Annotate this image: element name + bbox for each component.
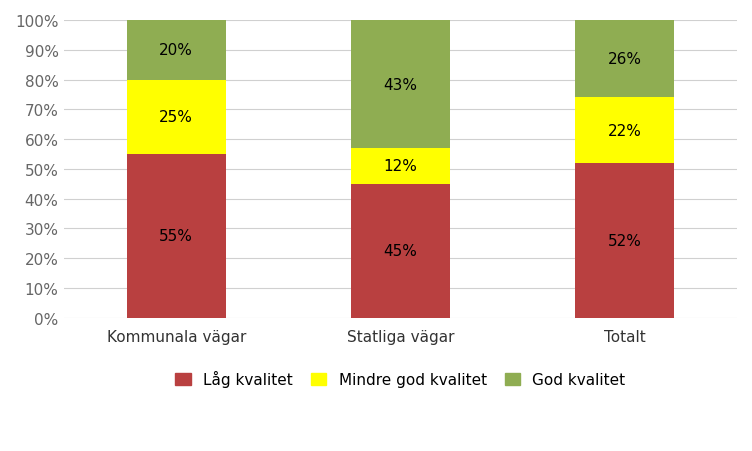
Text: 43%: 43% (384, 77, 417, 92)
Text: 25%: 25% (159, 110, 193, 125)
Bar (351, 184, 450, 318)
Text: 20%: 20% (159, 43, 193, 58)
Bar (351, 21, 450, 149)
Bar (127, 155, 226, 318)
Bar (127, 21, 226, 80)
Text: 55%: 55% (159, 229, 193, 244)
Bar (575, 21, 675, 98)
Legend: Låg kvalitet, Mindre god kvalitet, God kvalitet: Låg kvalitet, Mindre god kvalitet, God k… (169, 364, 632, 393)
Text: 45%: 45% (384, 244, 417, 259)
Text: 26%: 26% (608, 52, 642, 67)
Bar (127, 80, 226, 155)
Bar (575, 98, 675, 164)
Text: 52%: 52% (608, 233, 641, 248)
Text: 12%: 12% (384, 159, 417, 174)
Text: 22%: 22% (608, 124, 641, 138)
Bar (575, 164, 675, 318)
Bar (351, 149, 450, 184)
